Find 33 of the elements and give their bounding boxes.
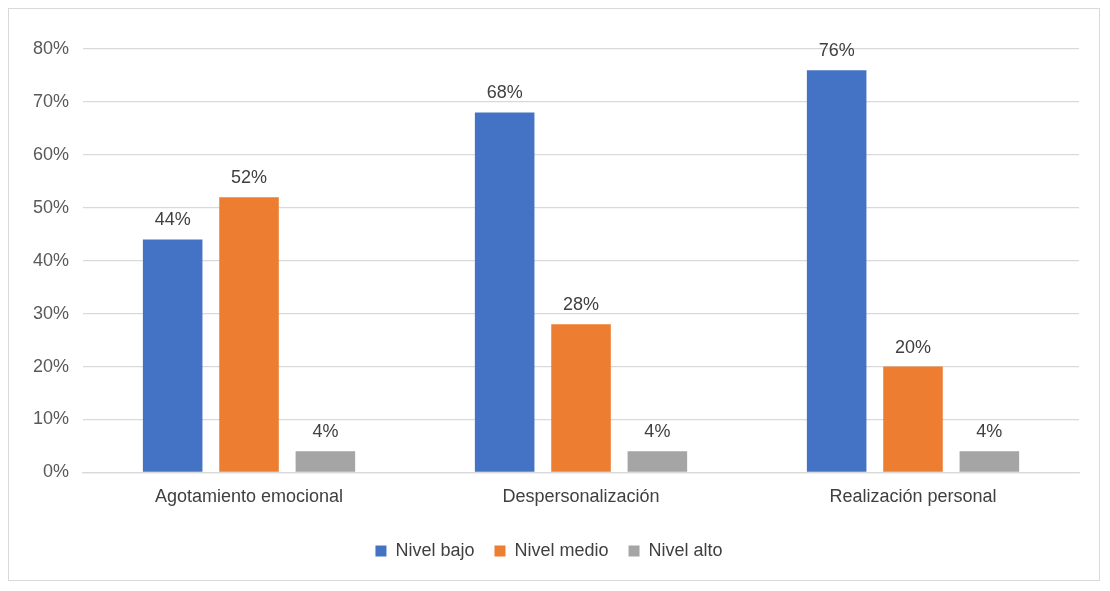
data-label: 52% — [231, 167, 268, 188]
data-label: 28% — [563, 294, 600, 315]
y-tick-label: 50% — [33, 196, 70, 217]
data-label: 4% — [644, 421, 671, 442]
y-tick-label: 70% — [33, 90, 70, 111]
legend-label: Nivel alto — [648, 539, 723, 560]
x-tick-label: Despersonalización — [502, 486, 660, 507]
x-tick-label: Realización personal — [829, 486, 997, 507]
data-label: 76% — [818, 40, 855, 61]
data-label: 68% — [486, 82, 523, 103]
y-tick-label: 60% — [33, 143, 70, 164]
bar — [295, 451, 356, 472]
y-tick-label: 0% — [43, 461, 70, 482]
y-tick-label: 10% — [33, 408, 70, 429]
y-tick-label: 40% — [33, 249, 70, 270]
bar — [883, 366, 943, 472]
y-tick-label: 30% — [33, 302, 70, 323]
data-label: 4% — [976, 421, 1003, 442]
data-label: 44% — [154, 209, 191, 230]
bar — [551, 324, 611, 472]
legend-label: Nivel medio — [514, 539, 609, 560]
bar — [959, 451, 1020, 472]
legend-label: Nivel bajo — [395, 539, 475, 560]
data-label: 4% — [312, 421, 339, 442]
data-label: 20% — [894, 336, 932, 357]
bar — [142, 239, 203, 472]
bar — [806, 70, 867, 472]
y-tick-label: 20% — [33, 355, 70, 376]
x-tick-label: Agotamiento emocional — [154, 486, 344, 507]
y-tick-label: 80% — [33, 37, 70, 58]
bar — [474, 112, 535, 472]
bar — [219, 197, 279, 472]
bar — [627, 451, 688, 472]
